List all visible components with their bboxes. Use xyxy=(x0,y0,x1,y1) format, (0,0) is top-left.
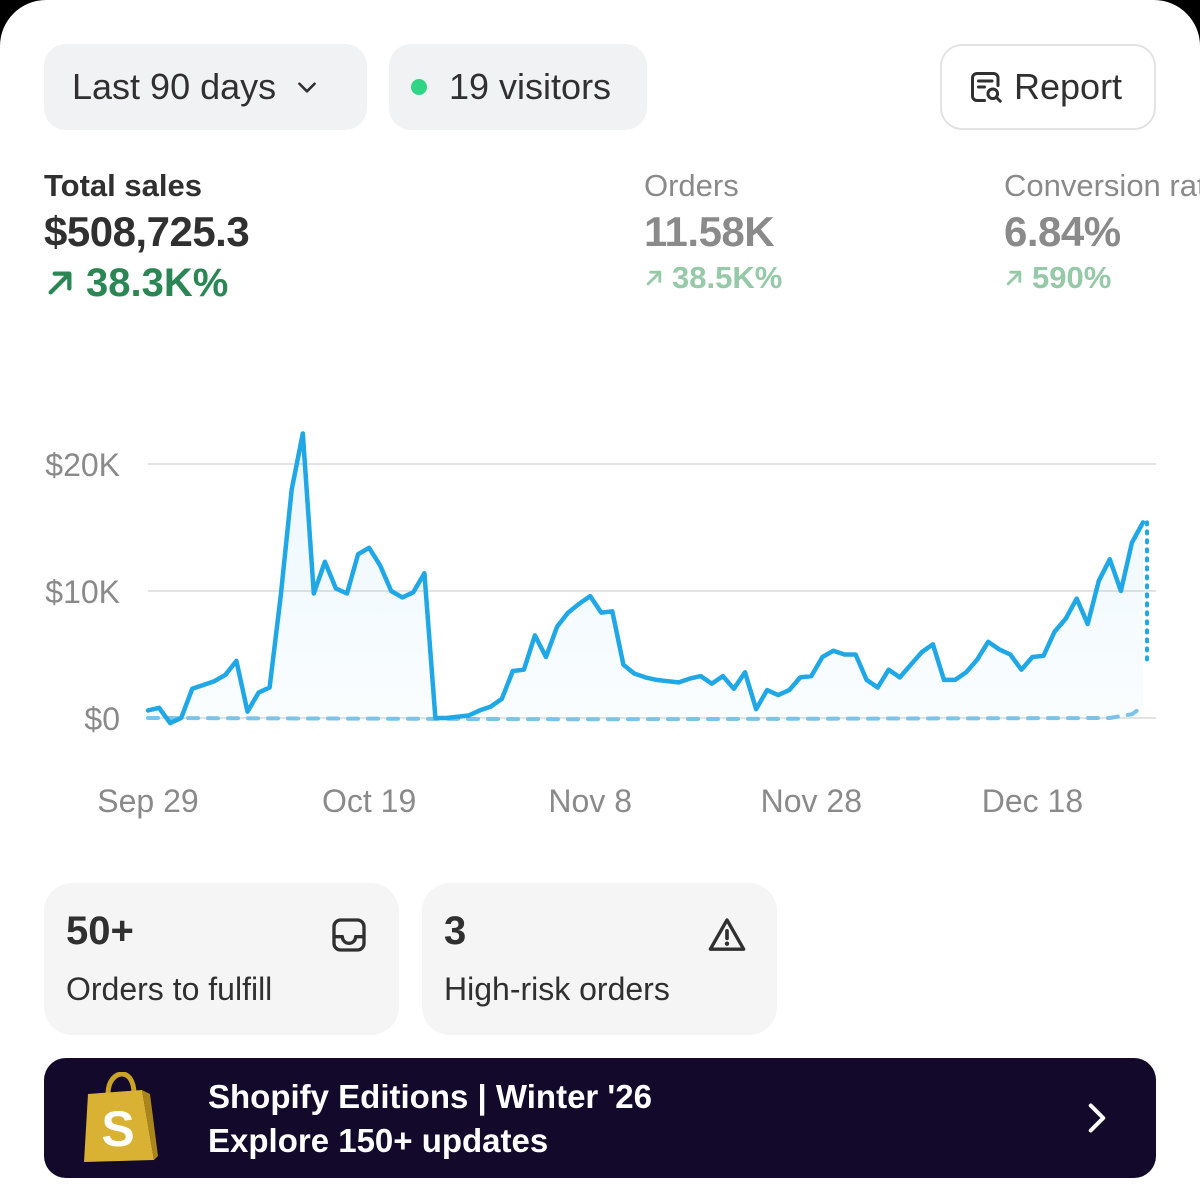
chevron-right-icon xyxy=(1088,1103,1106,1133)
report-search-icon xyxy=(971,72,1002,103)
inbox-icon xyxy=(332,918,366,952)
y-tick-label: $20K xyxy=(45,447,120,483)
conversion-label: Conversion rate xyxy=(1004,168,1200,203)
x-tick-label: Nov 8 xyxy=(548,783,632,819)
arrow-up-right-icon xyxy=(48,271,72,295)
total-sales-delta: 38.3K% xyxy=(44,258,249,308)
report-button[interactable]: Report xyxy=(940,44,1156,130)
orders-delta-value: 38.5K% xyxy=(672,260,783,295)
alert-triangle-icon xyxy=(708,918,746,951)
arrow-up-right-icon xyxy=(1006,270,1022,286)
orders-value: 11.58K xyxy=(644,208,775,255)
sales-line-chart[interactable]: $0 $10K $20K Sep 29 Oct 19 Nov 8 Nov 28 Dec 18 xyxy=(0,400,1200,840)
conversion-delta: 590% xyxy=(1004,258,1200,298)
orders-delta: 38.5K% xyxy=(644,258,782,298)
chevron-down-icon xyxy=(298,82,317,93)
orders-label: Orders xyxy=(644,168,739,203)
conversion-value: 6.84% xyxy=(1004,208,1121,255)
banner-subtitle: Explore 150+ updates xyxy=(208,1122,549,1159)
metric-orders[interactable]: Orders 11.58K 38.5K% xyxy=(644,166,782,298)
fulfill-label: Orders to fulfill xyxy=(66,971,273,1007)
live-indicator-dot xyxy=(411,79,427,95)
high-risk-orders-card[interactable]: 3 High-risk orders xyxy=(422,883,777,1035)
conversion-delta-value: 590% xyxy=(1032,260,1112,295)
x-tick-label: Dec 18 xyxy=(982,783,1083,819)
y-tick-label: $10K xyxy=(45,574,120,610)
total-sales-label: Total sales xyxy=(44,168,202,203)
sales-area-fill xyxy=(148,433,1143,724)
y-tick-label: $0 xyxy=(84,701,120,737)
arrow-up-right-icon xyxy=(646,270,662,286)
date-range-selector[interactable]: Last 90 days xyxy=(44,44,367,130)
metric-total-sales[interactable]: Total sales $508,725.3 38.3K% xyxy=(44,166,250,308)
date-range-label: Last 90 days xyxy=(72,66,277,107)
total-sales-delta-value: 38.3K% xyxy=(86,261,229,305)
comparison-period-line xyxy=(146,704,1145,722)
orders-to-fulfill-card[interactable]: 50+ Orders to fulfill xyxy=(44,883,399,1035)
fulfill-count: 50+ xyxy=(66,909,134,953)
risk-label: High-risk orders xyxy=(444,971,670,1007)
x-tick-label: Nov 28 xyxy=(761,783,862,819)
report-label: Report xyxy=(1014,66,1123,107)
live-visitors-button[interactable]: 19 visitors xyxy=(389,44,647,130)
risk-count: 3 xyxy=(444,909,467,953)
shopify-editions-banner[interactable]: S Shopify Editions | Winter '26 Explore … xyxy=(44,1058,1156,1178)
x-tick-label: Oct 19 xyxy=(322,783,416,819)
banner-title: Shopify Editions | Winter '26 xyxy=(208,1078,652,1115)
visitors-label: 19 visitors xyxy=(449,66,612,107)
shopify-logo-letter: S xyxy=(101,1101,134,1157)
sales-line xyxy=(145,431,1146,726)
metric-conversion-rate[interactable]: Conversion rate 6.84% 590% xyxy=(1004,166,1200,298)
shopify-bag-logo-icon: S xyxy=(84,1072,158,1162)
total-sales-value: $508,725.3 xyxy=(44,208,250,255)
x-tick-label: Sep 29 xyxy=(97,783,198,819)
